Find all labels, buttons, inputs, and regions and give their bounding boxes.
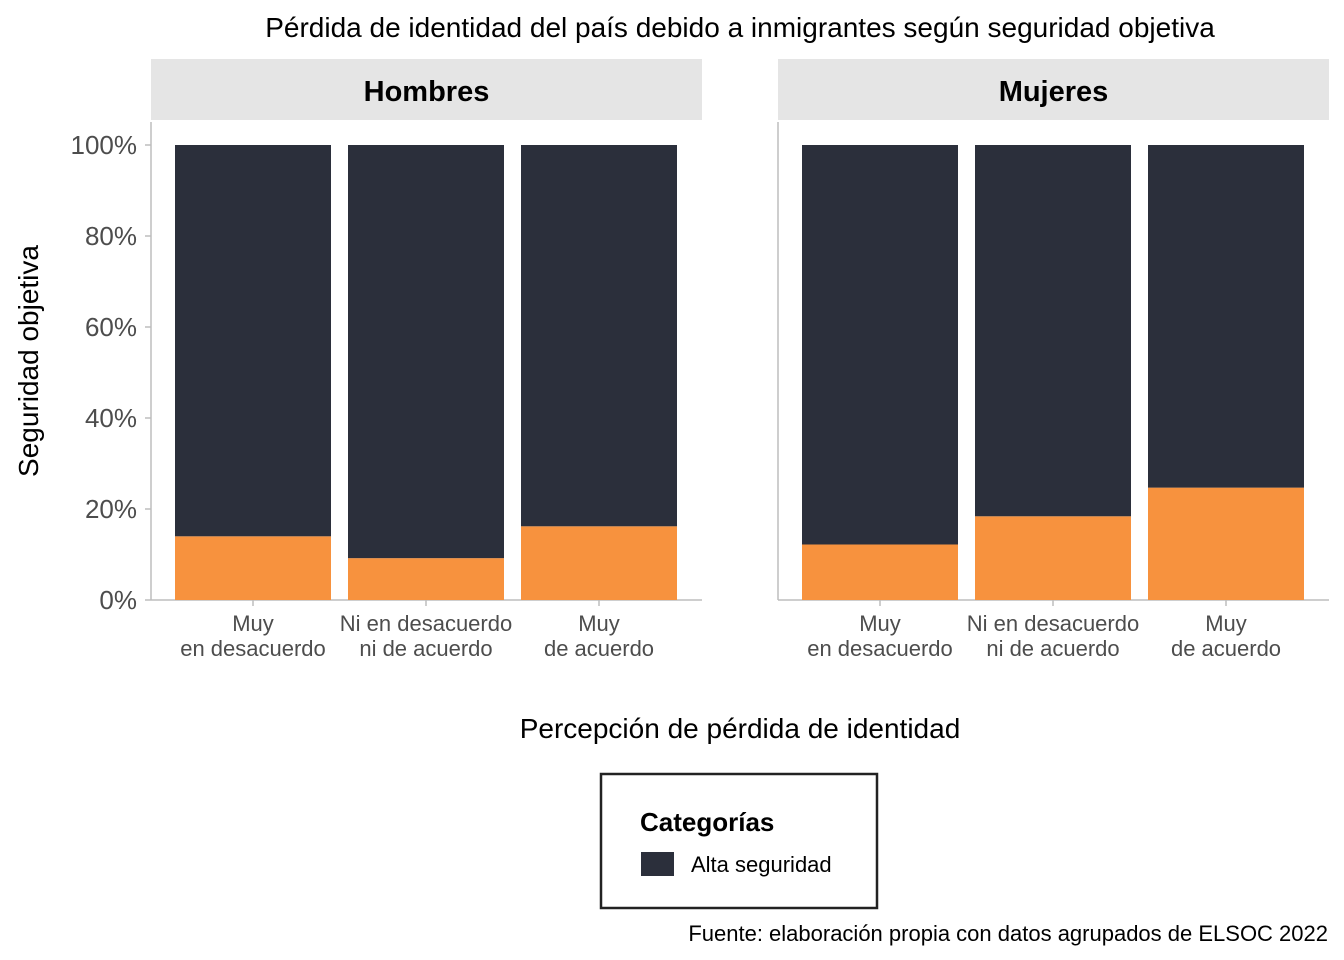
y-axis: 0% 20% 40% 60% 80% 100% <box>71 130 151 615</box>
x-tick-label-mujeres-1: Muy en desacuerdo <box>807 611 953 661</box>
y-tick-label-2: 40% <box>85 403 137 433</box>
bar-mujeres-cat1-seg2 <box>802 145 958 545</box>
bar-mujeres-cat2-seg1 <box>975 516 1131 600</box>
bar-mujeres-cat2-seg2 <box>975 145 1131 517</box>
legend-box <box>599 772 879 910</box>
x-tick-label-mujeres-2: Ni en desacuerdo ni de acuerdo <box>967 611 1139 661</box>
x-tick-label-hombres-2: Ni en desacuerdo ni de acuerdo <box>340 611 512 661</box>
legend-title: Categorías <box>640 807 774 837</box>
bar-mujeres-cat3-seg2 <box>1148 145 1304 488</box>
bar-hombres-cat3-seg1 <box>521 526 677 600</box>
facet-label-hombres: Hombres <box>364 76 490 108</box>
bar-hombres-cat2-seg1 <box>348 558 504 600</box>
legend-key-alta-seguridad <box>641 852 674 876</box>
facet-strip-hombres <box>151 59 702 120</box>
facet-label-mujeres: Mujeres <box>999 76 1109 108</box>
x-axis-title: Percepción de pérdida de identidad <box>520 713 961 744</box>
x-tick-label-hombres-3: Muy de acuerdo <box>544 611 654 661</box>
facet-strip-mujeres <box>778 59 1329 120</box>
y-tick-label-0: 0% <box>99 585 137 615</box>
y-tick-label-3: 60% <box>85 312 137 342</box>
bar-hombres-cat1-seg1 <box>175 536 331 600</box>
bar-hombres-cat2-seg2 <box>348 145 504 559</box>
x-tick-label-mujeres-3: Muy de acuerdo <box>1171 611 1281 661</box>
facets: Hombres Muy en desacuerdo Ni en desacuerdo n… <box>150 59 1329 661</box>
bar-hombres-cat1-seg2 <box>175 145 331 537</box>
bar-mujeres-cat1-seg1 <box>802 544 958 600</box>
legend-label-alta-seguridad: Alta seguridad <box>691 852 832 877</box>
x-tick-label-hombres-1: Muy en desacuerdo <box>180 611 326 661</box>
legend: Categorías Alta seguridad <box>599 772 879 910</box>
y-axis-title: Seguridad objetiva <box>13 245 44 477</box>
y-tick-label-5: 100% <box>71 130 138 160</box>
facet-mujeres: Mujeres Muy en desacuerdo Ni en desacuerdo n… <box>777 59 1329 661</box>
chart-title: Pérdida de identidad del país debido a i… <box>265 12 1215 43</box>
caption: Fuente: elaboración propia con datos agr… <box>688 921 1328 946</box>
facet-hombres: Hombres Muy en desacuerdo Ni en desacuerdo n… <box>150 59 702 661</box>
bar-mujeres-cat3-seg1 <box>1148 487 1304 600</box>
y-tick-label-4: 80% <box>85 221 137 251</box>
y-tick-label-1: 20% <box>85 494 137 524</box>
bar-hombres-cat3-seg2 <box>521 145 677 527</box>
